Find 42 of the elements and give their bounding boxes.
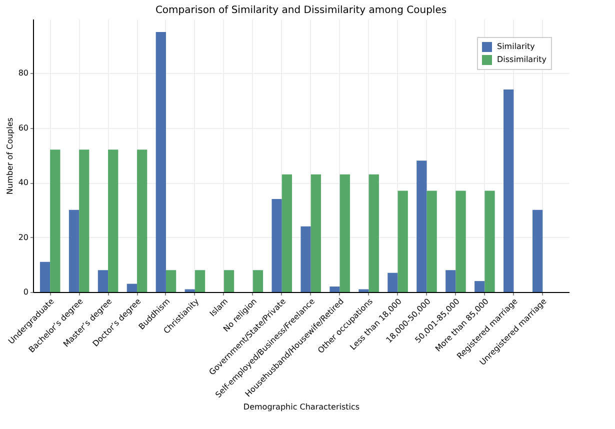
bar: [474, 281, 485, 292]
bar: [272, 198, 282, 292]
bar: [68, 210, 80, 292]
bar: [330, 286, 340, 292]
legend-label: Similarity: [497, 42, 536, 51]
bar: [126, 284, 138, 292]
bar: [252, 270, 264, 292]
bar: [398, 190, 408, 292]
bar: [184, 289, 195, 292]
bar: [156, 32, 166, 292]
legend-label: Dissimilarity: [497, 55, 547, 64]
bar: [426, 190, 437, 292]
bar: [484, 190, 495, 292]
bar: [108, 150, 118, 292]
bar: [166, 270, 176, 292]
y-tick-label: 20: [18, 232, 28, 242]
bar: [388, 272, 398, 292]
bar: [98, 270, 108, 292]
y-tick-label: 40: [18, 178, 28, 188]
bar: [456, 190, 466, 292]
bar: [310, 174, 321, 292]
bar: [40, 262, 50, 292]
bar: [300, 226, 311, 292]
bar: [50, 150, 60, 292]
bar: [79, 150, 90, 292]
y-tick-label: 0: [23, 288, 28, 296]
bar: [504, 89, 514, 292]
chart-title: Comparison of Similarity and Dissimilarity among Couples: [155, 5, 447, 16]
bar: [368, 174, 379, 292]
y-tick-label: 60: [18, 123, 28, 132]
y-axis-title: Number of Couples: [5, 118, 14, 194]
bar: [282, 174, 292, 292]
bar: [416, 160, 427, 292]
x-axis-title: Demographic Characteristics: [243, 402, 360, 412]
bar: [532, 210, 543, 292]
bar: [446, 270, 456, 292]
bar: [340, 174, 350, 292]
bar: [358, 289, 369, 292]
bar: [224, 270, 234, 292]
y-tick-label: 80: [18, 68, 28, 78]
bar: [194, 270, 206, 292]
bar: [137, 150, 148, 292]
